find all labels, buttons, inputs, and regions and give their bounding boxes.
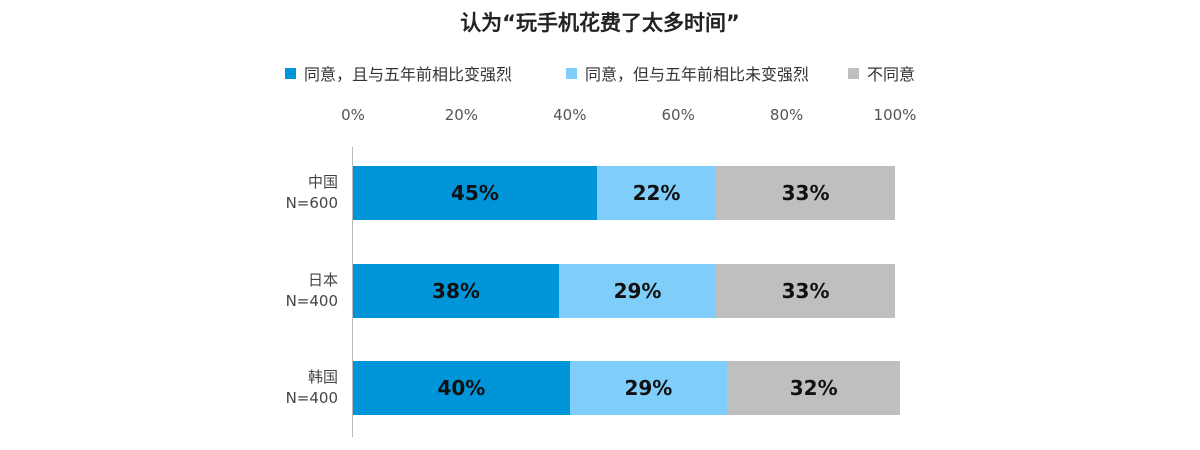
category-label: 中国 N=600 — [250, 172, 338, 214]
x-tick-label: 20% — [444, 106, 479, 124]
data-label: 33% — [781, 279, 830, 303]
legend-swatch — [566, 67, 577, 79]
category-label: 日本 N=400 — [250, 270, 338, 312]
bar-segment: 38% — [353, 264, 559, 318]
data-label: 45% — [451, 181, 499, 205]
x-tick-label: 40% — [553, 106, 587, 124]
bar-segment: 45% — [353, 166, 597, 220]
data-label: 33% — [781, 181, 830, 205]
legend-item: 同意，且与五年前相比变强烈 — [285, 61, 512, 85]
data-label: 40% — [437, 376, 486, 400]
category-sample-size: N=600 — [285, 194, 338, 212]
category-name: 日本 — [307, 271, 338, 289]
data-label: 29% — [613, 279, 662, 303]
category-name: 韩国 — [307, 368, 338, 386]
x-tick-label: 100% — [873, 106, 917, 124]
category-label: 韩国 N=400 — [250, 367, 338, 409]
legend-item: 不同意 — [848, 61, 915, 85]
bar-segment: 29% — [569, 361, 727, 415]
bar-segment: 40% — [353, 361, 570, 415]
legend-swatch — [285, 67, 296, 79]
data-label: 38% — [432, 279, 480, 303]
x-tick-label: 60% — [661, 106, 695, 124]
legend-label: 同意，但与五年前相比未变强烈 — [585, 65, 810, 84]
x-tick-label: 80% — [769, 106, 804, 124]
y-axis-line — [352, 147, 353, 437]
legend-label: 不同意 — [867, 65, 916, 84]
x-tick-label: 0% — [341, 106, 365, 124]
bar-segment: 33% — [716, 264, 895, 318]
data-label: 22% — [632, 181, 681, 205]
category-sample-size: N=400 — [285, 292, 338, 310]
legend-label: 同意，且与五年前相比变强烈 — [304, 65, 513, 84]
bar-segment: 33% — [716, 166, 895, 220]
data-label: 32% — [789, 376, 838, 400]
bar-segment: 32% — [726, 361, 901, 415]
bar-segment: 22% — [596, 166, 717, 220]
chart-title: 认为“玩手机花费了太多时间” — [460, 11, 740, 35]
bar-segment: 29% — [558, 264, 717, 318]
data-label: 29% — [624, 376, 673, 400]
legend: 同意，且与五年前相比变强烈 同意，但与五年前相比未变强烈 不同意 — [0, 61, 1200, 85]
category-name: 中国 — [307, 173, 338, 191]
legend-item: 同意，但与五年前相比未变强烈 — [566, 61, 809, 85]
category-sample-size: N=400 — [285, 389, 338, 407]
legend-swatch — [848, 67, 859, 79]
